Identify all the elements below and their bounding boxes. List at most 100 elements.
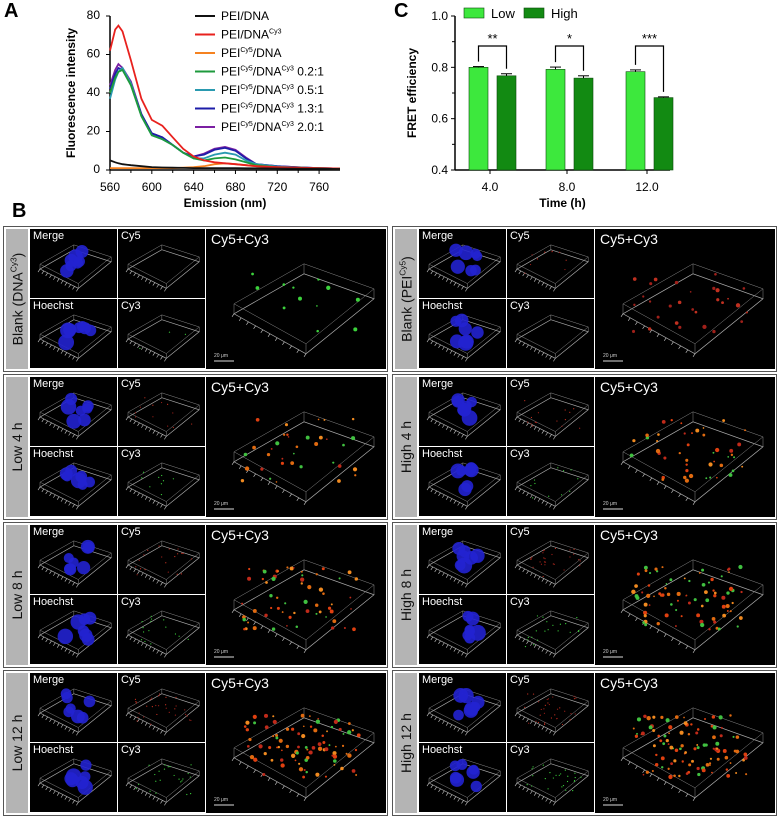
fluorescent-spot xyxy=(161,556,163,558)
axis-tick xyxy=(41,418,45,423)
bounding-box xyxy=(516,319,589,359)
fluorescent-spot xyxy=(347,722,351,725)
bounding-box xyxy=(516,249,589,289)
fluorescent-spot xyxy=(565,259,567,261)
fluorescent-spot xyxy=(532,775,534,777)
fluorescent-spot xyxy=(569,556,571,558)
fluorescent-spot xyxy=(295,445,299,449)
fluorescent-spot xyxy=(577,630,580,632)
bounding-box xyxy=(233,421,375,503)
fluorescent-spot xyxy=(674,625,677,627)
fluorescent-spot xyxy=(305,609,310,613)
fluorescent-spot xyxy=(666,592,671,597)
axis-tick xyxy=(160,356,163,360)
fluorescent-spot xyxy=(543,561,546,563)
tile-label: Cy5 xyxy=(121,230,141,242)
axis-tick xyxy=(125,416,129,421)
tile-combined: Cy5+Cy3 20 μm xyxy=(206,673,386,813)
fluorescent-spot xyxy=(543,712,546,714)
axis-tick xyxy=(76,802,79,806)
axis-tick xyxy=(148,724,152,728)
fluorescent-spot xyxy=(276,746,279,749)
legend-entry: PEICy5/DNACy3 1.3:1 xyxy=(221,102,324,116)
axis-tick xyxy=(238,613,242,617)
legend-entry: Low xyxy=(491,6,515,21)
fluorescent-spot xyxy=(280,758,284,762)
fluorescent-spot xyxy=(150,620,152,622)
axis-tick xyxy=(164,436,167,440)
condition-label: Blank (DNACy3) xyxy=(9,253,26,346)
fluorescent-spot xyxy=(656,621,660,626)
fluorescent-spot xyxy=(575,697,577,699)
axis-tick xyxy=(68,354,71,358)
3d-render xyxy=(214,411,375,510)
fluorescent-spot xyxy=(735,303,741,308)
axis-tick xyxy=(541,282,545,286)
significance-marker: ** xyxy=(487,31,497,46)
fluorescent-spot xyxy=(180,781,182,783)
axis-tick xyxy=(72,652,75,656)
condition-label: Low 8 h xyxy=(9,570,25,619)
axis-tick xyxy=(289,641,292,645)
axis-tick xyxy=(461,730,464,734)
fluorescent-spot xyxy=(338,727,342,731)
axis-tick xyxy=(426,486,430,491)
fluorescent-spot xyxy=(552,777,554,779)
fluorescent-spot xyxy=(683,432,686,435)
fluorescent-spot xyxy=(731,601,734,605)
tile-merge: Merge xyxy=(30,229,117,298)
fluorescent-spot xyxy=(558,774,560,776)
fluorescent-spot xyxy=(711,771,713,774)
fluorescent-spot xyxy=(270,606,273,610)
axis-tick xyxy=(289,493,292,497)
fluorescent-spot xyxy=(655,753,658,757)
fluorescent-spot xyxy=(266,452,271,457)
axis-tick xyxy=(457,650,460,654)
fluorescent-spot xyxy=(708,762,712,765)
fluorescent-spot xyxy=(351,436,356,441)
fluorescent-spot xyxy=(708,462,713,467)
axis-tick xyxy=(231,757,235,761)
microscopy-panel: High 12 h Merge Cy5 Hoechst Cy3 Cy5+Cy3 20 μm xyxy=(392,670,777,816)
tile-label: Cy5+Cy3 xyxy=(600,231,658,247)
3d-render xyxy=(514,462,589,510)
fluorescent-spot xyxy=(665,718,670,723)
fluorescent-spot xyxy=(640,731,645,736)
nucleus xyxy=(78,322,92,335)
bounding-box-top xyxy=(39,314,112,354)
axis-tick xyxy=(156,728,159,732)
axis-tick xyxy=(533,426,537,430)
axis-tick xyxy=(514,268,518,273)
fluorescent-spot xyxy=(255,417,260,422)
fluorescent-spot xyxy=(328,744,331,747)
tile-label: Hoechst xyxy=(422,744,463,756)
axis-tick xyxy=(533,574,537,578)
axis-tick xyxy=(627,465,631,469)
axis-tick xyxy=(445,722,449,726)
fluorescent-spot xyxy=(538,701,540,703)
microscopy-panel: Blank (PEICy5) Merge Cy5 Hoechst Cy3 Cy5+Cy3 2… xyxy=(392,226,777,372)
axis-tick xyxy=(129,270,133,275)
fluorescent-spot xyxy=(662,742,666,746)
fluorescent-spot xyxy=(701,568,705,572)
fluorescent-spot xyxy=(187,638,189,640)
fluorescent-spot xyxy=(262,569,267,574)
fluorescent-spot xyxy=(720,726,723,729)
fluorescent-spot xyxy=(524,272,526,274)
3d-render xyxy=(125,314,200,362)
fluorescent-spot xyxy=(556,420,558,422)
axis-tick xyxy=(692,649,696,653)
nucleus xyxy=(458,335,474,351)
fluorescent-spot xyxy=(298,296,302,301)
fluorescent-spot xyxy=(686,443,690,447)
fluorescent-spot xyxy=(532,497,534,499)
fluorescent-spot xyxy=(636,572,640,576)
legend-text: 0.2:1 xyxy=(294,65,324,79)
fluorescent-spot xyxy=(172,412,174,414)
fluorescent-spot xyxy=(678,325,682,329)
fluorescent-spot xyxy=(343,627,346,630)
axis-tick xyxy=(545,502,548,506)
axis-tick xyxy=(144,348,148,352)
axis-tick xyxy=(156,580,159,584)
axis-tick xyxy=(164,732,167,736)
